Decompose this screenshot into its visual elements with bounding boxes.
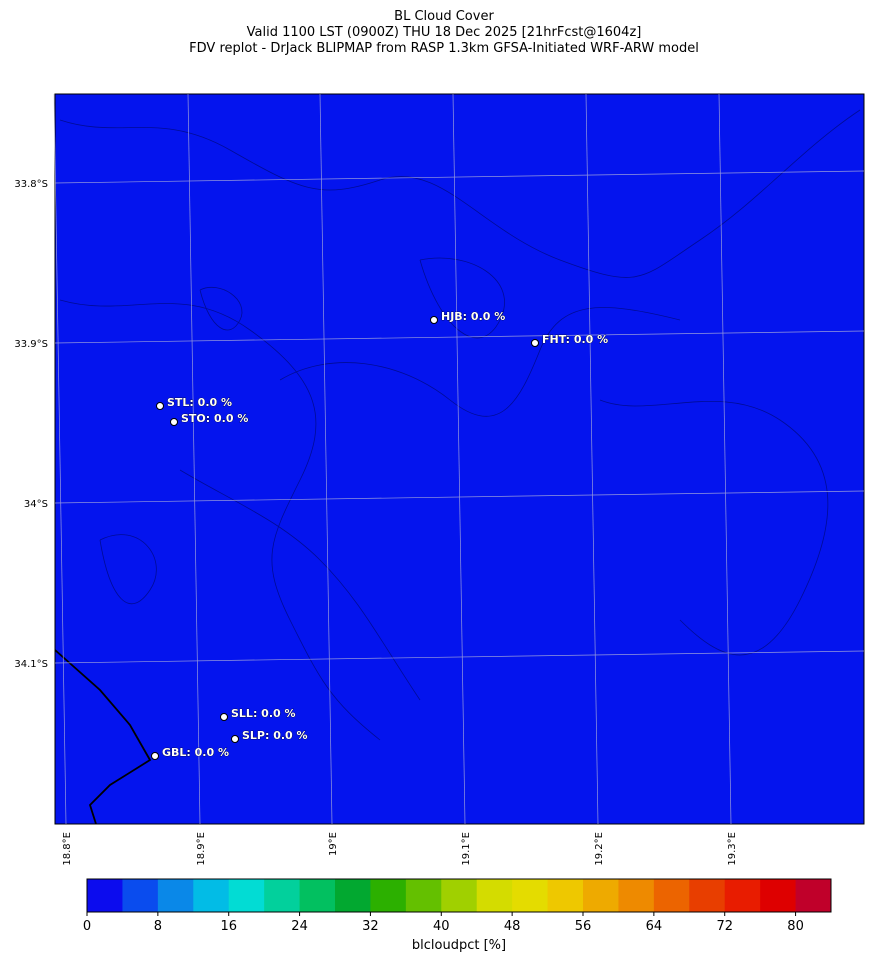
colorbar-tick-label: 72: [716, 919, 733, 934]
colorbar-frame: [86, 878, 832, 913]
station-marker: [220, 713, 228, 721]
colorbar-tick-label: 8: [154, 919, 162, 934]
lat-line: [54, 650, 865, 664]
colorbar-segment: [299, 879, 336, 912]
station-label: STL: 0.0 %: [167, 396, 232, 409]
colorbar-tick-label: 56: [575, 919, 592, 934]
lon-line: [585, 93, 599, 825]
map-area: [54, 93, 865, 825]
lat-label: 34°S: [24, 499, 48, 510]
station-label: FHT: 0.0 %: [542, 333, 608, 346]
colorbar-segment: [405, 879, 442, 912]
lat-label: 33.9°S: [14, 339, 48, 350]
station-marker: [531, 339, 539, 347]
lon-label: 19.3°E: [727, 832, 738, 866]
colorbar-segment: [157, 879, 194, 912]
lon-line: [53, 93, 67, 825]
lon-label: 18.9°E: [196, 832, 207, 866]
title-line: BL Cloud Cover: [394, 9, 494, 24]
colorbar-tick-label: 32: [362, 919, 379, 934]
colorbar-tick-label: 40: [433, 919, 450, 934]
title-line: FDV replot - DrJack BLIPMAP from RASP 1.…: [189, 41, 699, 56]
lon-label: 19.2°E: [594, 832, 605, 866]
colorbar-segment: [795, 879, 832, 912]
lon-line: [452, 93, 466, 825]
lon-label: 19.1°E: [461, 832, 472, 866]
colorbar-segment: [760, 879, 797, 912]
colorbar-segment: [724, 879, 761, 912]
colorbar-tick-label: 48: [504, 919, 521, 934]
station-marker: [151, 752, 159, 760]
station-label: HJB: 0.0 %: [441, 310, 505, 323]
station-label: GBL: 0.0 %: [162, 746, 229, 759]
lon-line: [187, 93, 201, 825]
colorbar-segment: [87, 879, 123, 912]
lat-line: [54, 330, 865, 344]
colorbar-segment: [512, 879, 549, 912]
contours: [59, 109, 861, 741]
colorbar-tick-label: 80: [787, 919, 804, 934]
lon-line: [718, 93, 732, 825]
colorbar-segment: [476, 879, 513, 912]
colorbar-tick-label: 0: [83, 919, 91, 934]
lon-line: [319, 93, 333, 825]
lat-label: 34.1°S: [14, 659, 48, 670]
station-label: SLP: 0.0 %: [242, 729, 308, 742]
map: HJB: 0.0 % FHT: 0.0 % STL: 0.0 % STO: 0.0 %…: [53, 93, 865, 825]
colorbar-segment: [618, 879, 655, 912]
colorbar-segment: [370, 879, 407, 912]
coastline: [54, 649, 152, 825]
colorbar-segment: [583, 879, 619, 912]
colorbar-label: blcloudpct [%]: [412, 938, 506, 953]
lat-label: 33.8°S: [14, 179, 48, 190]
station-marker: [156, 402, 164, 410]
lon-label: 19°E: [328, 832, 339, 856]
colorbar-tick-label: 24: [291, 919, 308, 934]
lon-label: 18.8°E: [62, 832, 73, 866]
colorbar-segment: [335, 879, 371, 912]
colorbar-segment: [441, 879, 478, 912]
lat-line: [54, 170, 865, 184]
colorbar-tick-label: 16: [220, 919, 237, 934]
station-marker: [231, 735, 239, 743]
colorbar-segment: [193, 879, 230, 912]
station-label: STO: 0.0 %: [181, 412, 248, 425]
colorbar-segment: [122, 879, 159, 912]
colorbar-segment: [547, 879, 584, 912]
title-line: Valid 1100 LST (0900Z) THU 18 Dec 2025 […: [247, 25, 642, 40]
colorbar-segment: [264, 879, 301, 912]
colorbar-segment: [653, 879, 690, 912]
colorbar-segment: [689, 879, 726, 912]
station-label: SLL: 0.0 %: [231, 707, 296, 720]
colorbar-tick-label: 64: [646, 919, 663, 934]
station-marker: [430, 316, 438, 324]
station-marker: [170, 418, 178, 426]
colorbar-segment: [228, 879, 265, 912]
